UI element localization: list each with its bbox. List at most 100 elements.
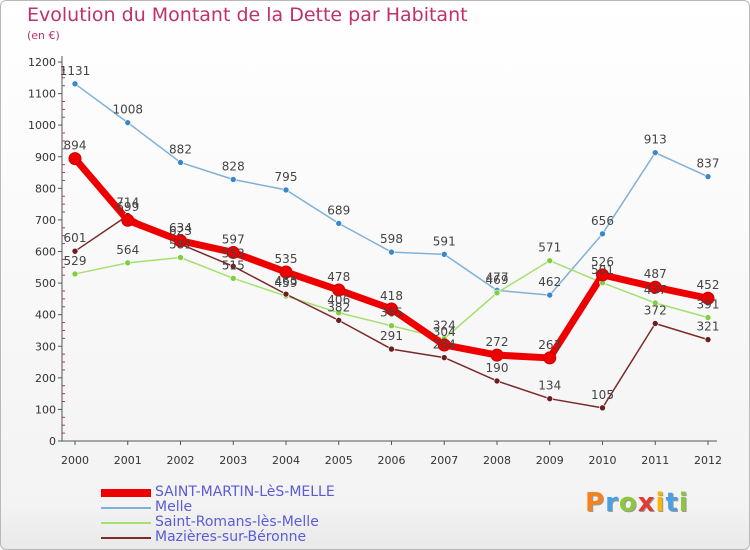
data-point	[335, 309, 343, 317]
x-tick-label: 2005	[325, 454, 353, 467]
data-point	[282, 186, 290, 194]
x-tick-label: 2001	[114, 454, 142, 467]
data-point	[543, 351, 557, 365]
logo-letter: r	[605, 488, 619, 518]
data-label: 487	[644, 267, 667, 281]
data-label: 105	[591, 388, 614, 402]
data-point	[704, 173, 712, 180]
data-point	[229, 176, 237, 183]
data-point	[177, 254, 184, 261]
data-label: 382	[327, 300, 350, 314]
data-label: 190	[486, 361, 509, 375]
legend-label: SAINT-MARTIN-LèS-MELLE	[155, 484, 335, 500]
data-point	[546, 257, 554, 264]
data-point	[440, 251, 448, 258]
data-point	[493, 377, 501, 385]
logo-letter: o	[618, 488, 638, 518]
data-label: 365	[380, 306, 403, 320]
data-point	[121, 213, 135, 227]
data-point	[546, 395, 554, 402]
data-point	[701, 291, 715, 305]
data-label: 598	[380, 232, 403, 246]
data-point	[279, 265, 293, 279]
y-tick-label: 300	[35, 340, 56, 353]
data-point	[388, 322, 395, 330]
data-label: 535	[275, 252, 298, 266]
data-point	[546, 291, 554, 299]
data-point	[174, 234, 187, 248]
logo-letter: P	[585, 488, 606, 518]
data-point	[651, 149, 659, 156]
x-tick-label: 2009	[536, 454, 564, 467]
data-point	[388, 248, 395, 256]
data-label: 324	[433, 319, 456, 333]
data-label: 321	[697, 320, 720, 334]
x-tick-label: 2006	[378, 454, 406, 467]
data-point	[124, 259, 132, 267]
data-label: 501	[591, 263, 614, 277]
data-label: 372	[644, 304, 667, 318]
y-tick-label: 400	[35, 309, 56, 322]
data-point	[385, 302, 398, 316]
data-point	[490, 348, 504, 362]
y-tick-label: 200	[35, 372, 56, 385]
y-tick-label: 900	[35, 151, 56, 164]
data-label: 581	[169, 238, 192, 252]
data-label: 597	[222, 232, 245, 246]
data-label: 418	[380, 289, 403, 303]
logo-letter: i	[655, 488, 666, 518]
data-label: 391	[697, 298, 720, 312]
legend-swatch	[101, 522, 151, 524]
legend-swatch	[101, 489, 151, 497]
data-point	[437, 338, 451, 352]
data-label: 264	[433, 338, 456, 352]
data-label: 714	[116, 195, 139, 209]
data-label: 828	[222, 159, 245, 173]
data-label: 291	[380, 329, 403, 343]
data-label: 689	[327, 203, 350, 217]
data-point	[335, 220, 343, 227]
x-tick-label: 2010	[589, 454, 617, 467]
y-tick-label: 1200	[28, 56, 56, 69]
x-tick-label: 2011	[641, 454, 669, 467]
data-point	[493, 289, 501, 297]
data-label: 272	[486, 335, 509, 349]
data-label: 623	[169, 224, 192, 238]
data-label: 894	[64, 139, 87, 153]
y-tick-label: 1100	[28, 88, 56, 101]
data-label: 571	[538, 241, 561, 255]
data-label: 553	[222, 246, 245, 260]
x-tick-label: 2002	[167, 454, 195, 467]
data-point	[71, 247, 79, 255]
data-point	[229, 275, 237, 282]
logo-letter: x	[637, 488, 656, 518]
data-label: 591	[433, 234, 456, 248]
data-point	[651, 320, 659, 327]
data-point	[648, 280, 662, 294]
data-point	[651, 299, 659, 307]
x-tick-label: 2007	[430, 454, 458, 467]
data-point	[124, 119, 132, 126]
y-tick-label: 500	[35, 277, 56, 290]
data-label: 1131	[60, 64, 91, 78]
data-label: 564	[116, 243, 139, 257]
data-label: 462	[538, 275, 561, 289]
data-label: 699	[116, 200, 139, 214]
data-point	[71, 270, 79, 278]
data-label: 134	[538, 379, 561, 393]
data-point	[335, 317, 343, 324]
data-point	[71, 80, 79, 88]
data-point	[282, 290, 290, 298]
data-label: 477	[486, 270, 509, 284]
data-point	[599, 404, 606, 412]
x-tick-label: 2008	[483, 454, 511, 467]
data-label: 795	[275, 170, 298, 184]
data-label: 469	[486, 273, 509, 287]
data-point	[704, 336, 712, 343]
legend-swatch	[101, 507, 151, 509]
x-tick-label: 2012	[694, 454, 722, 467]
data-point	[226, 245, 240, 259]
data-label: 601	[64, 231, 87, 245]
data-label: 452	[697, 278, 720, 292]
